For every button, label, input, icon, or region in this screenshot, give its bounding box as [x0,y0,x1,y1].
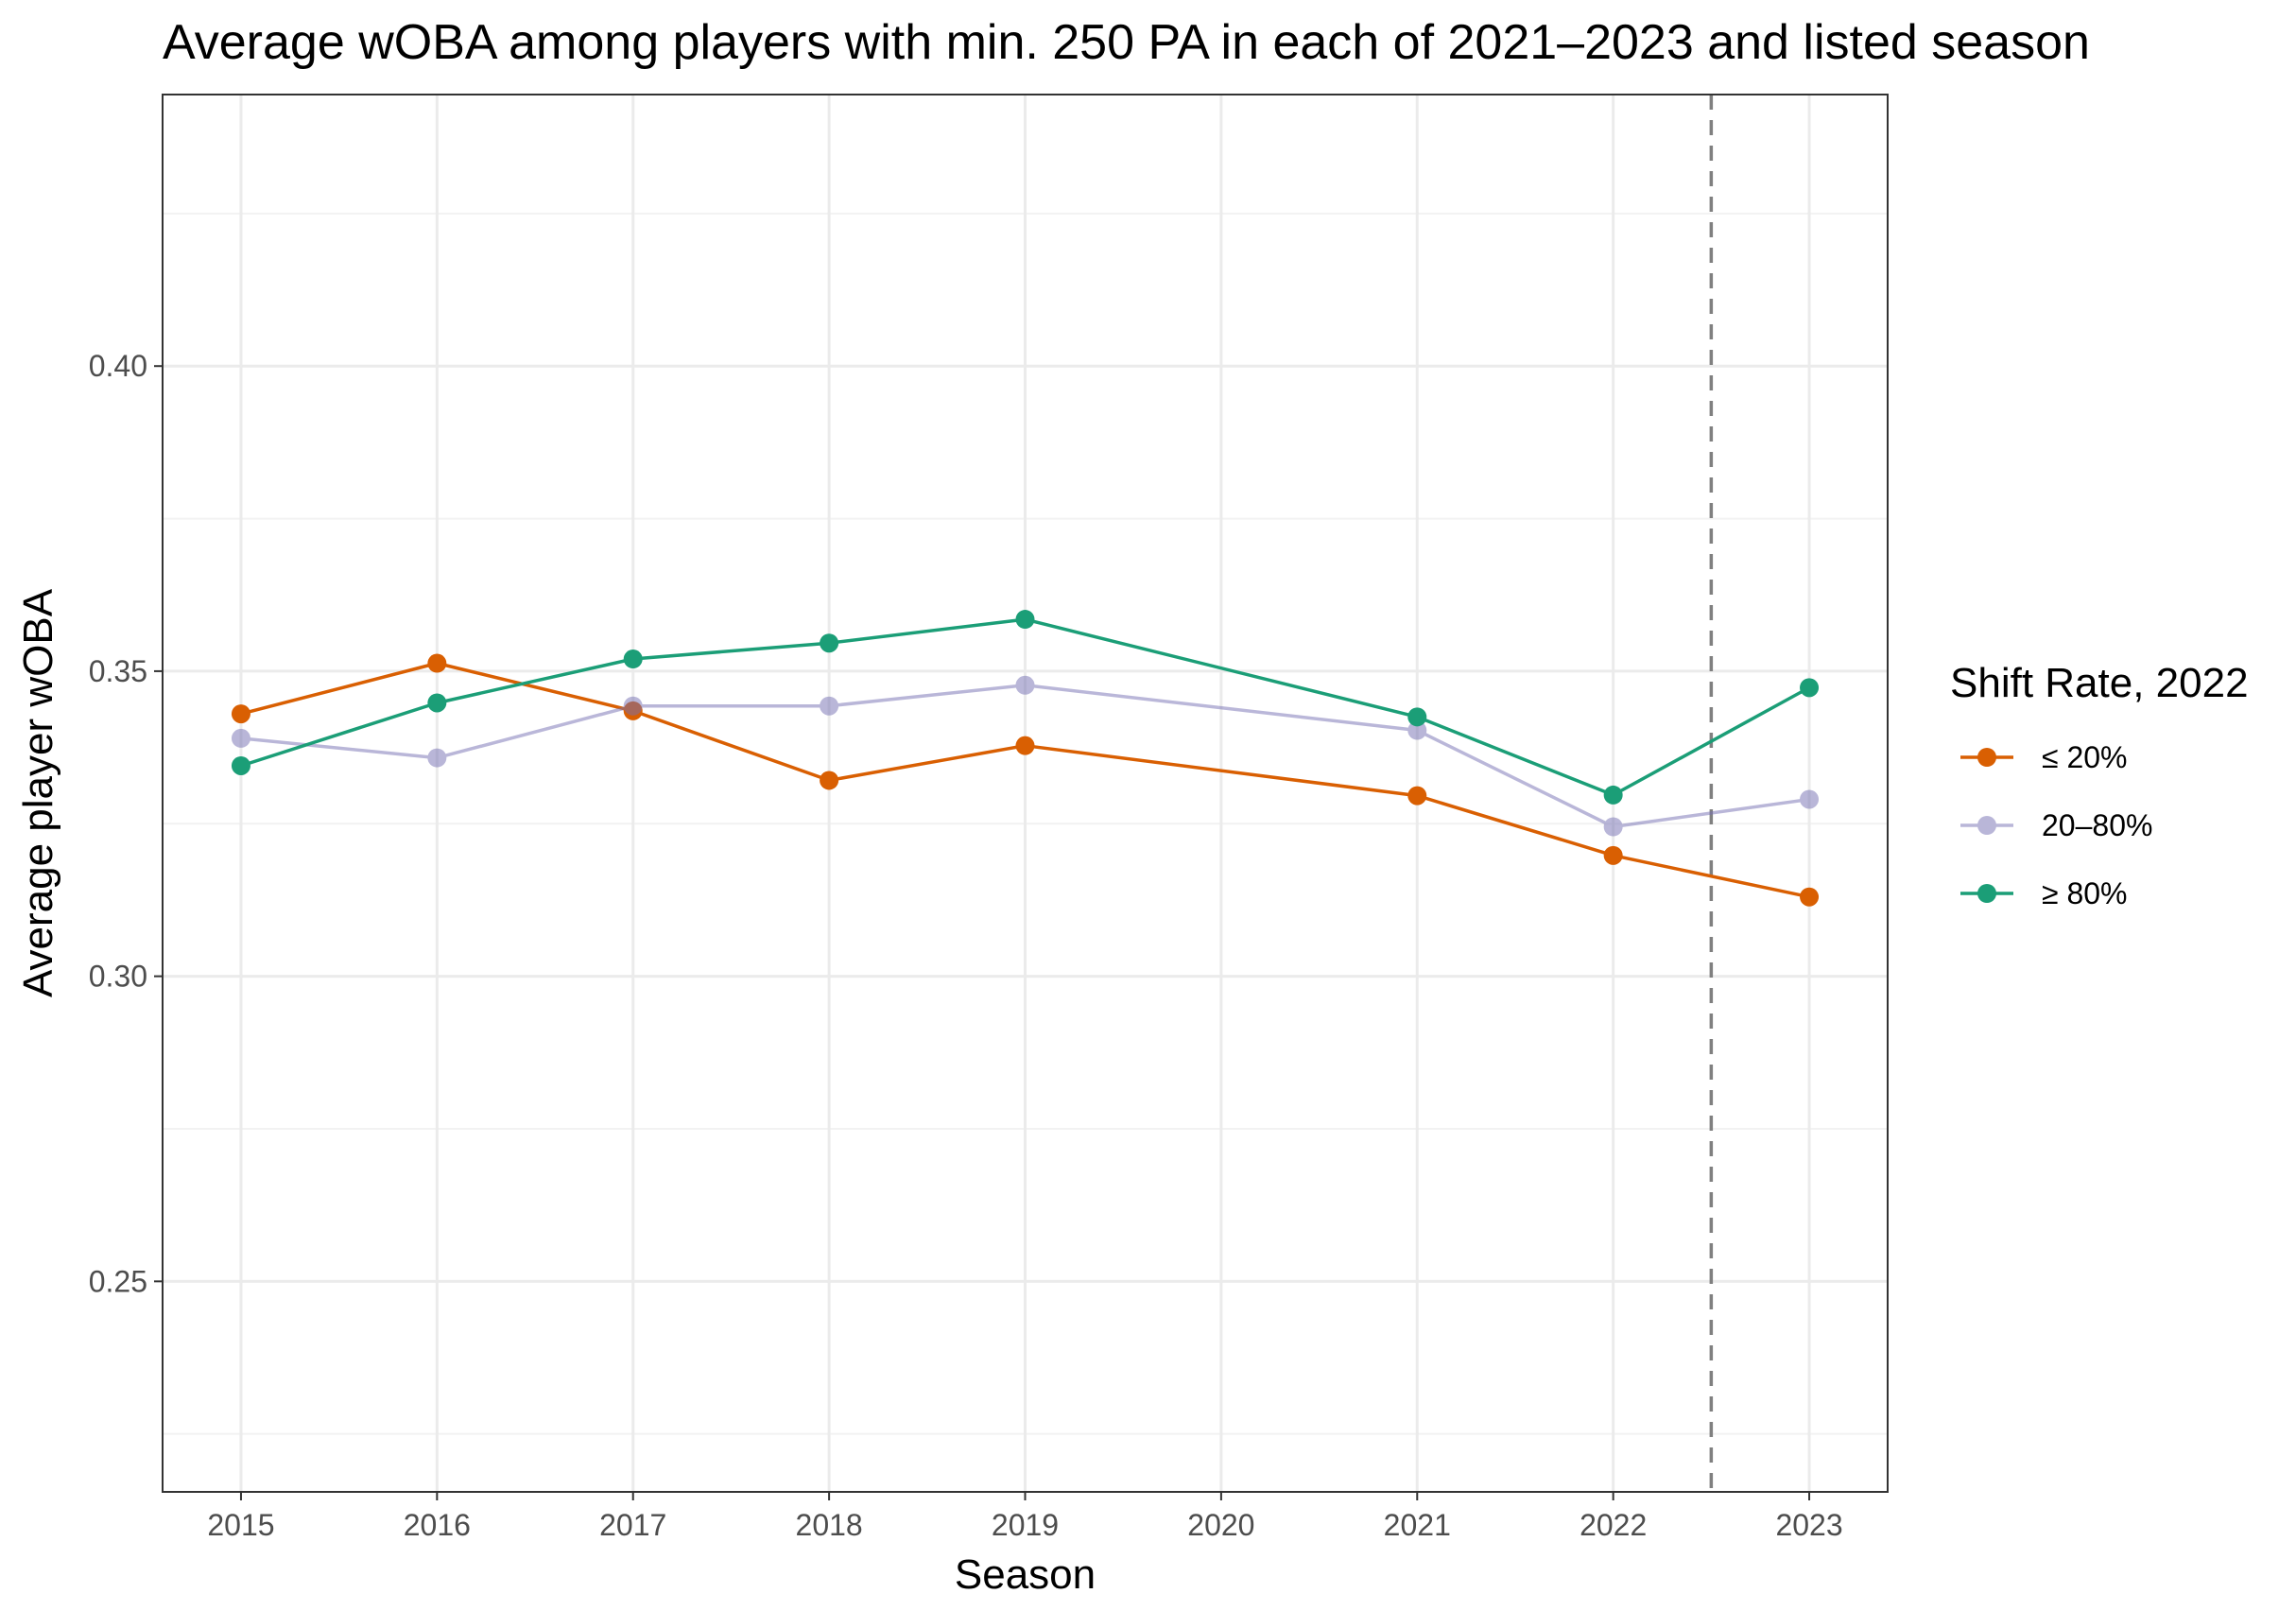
data-point [820,771,839,790]
major-gridlines [163,95,1888,1492]
series-line [240,684,1810,829]
data-point [820,633,839,653]
data-point [1800,887,1820,907]
legend-key [1960,748,2013,767]
y-tick-label: 0.30 [89,960,147,994]
series-group [231,610,1820,805]
y-axis-title: Average player wOBA [15,588,61,997]
x-tick-label: 2020 [1187,1508,1254,1542]
data-point [1800,789,1820,809]
y-axis: 0.25 0.30 0.35 0.40 [89,349,163,1298]
x-tick-label: 2021 [1384,1508,1451,1542]
x-tick-label: 2016 [404,1508,471,1542]
data-point [231,704,250,724]
y-tick-label: 0.25 [89,1264,147,1298]
data-point [1015,736,1035,755]
legend-key-point [1977,816,1996,835]
legend-label: ≥ 80% [2042,876,2128,910]
data-point [231,755,250,775]
legend-title: Shift Rate, 2022 [1950,660,2249,706]
series-layer [231,610,1820,907]
x-axis-title: Season [955,1551,1096,1598]
data-point [427,748,447,768]
x-tick-label: 2022 [1580,1508,1647,1542]
data-point [1603,817,1623,837]
series-line [240,617,1810,797]
legend-key-point [1977,884,1996,903]
data-point [623,650,643,669]
data-point [1603,845,1623,865]
data-point [820,696,839,716]
data-point [1407,707,1427,727]
legend-key [1960,816,2013,835]
data-point [427,693,447,713]
data-point [623,696,643,716]
chart-title: Average wOBA among players with min. 250… [163,15,2090,70]
data-point [1800,678,1820,698]
series-group [231,653,1820,907]
series-line [240,661,1810,899]
x-tick-label: 2015 [207,1508,274,1542]
x-tick-label: 2023 [1775,1508,1842,1542]
y-tick-label: 0.35 [89,654,147,688]
x-axis: 2015 2016 2017 2018 2019 2020 2021 2022 2023 [207,1492,1843,1542]
data-point [1603,785,1623,805]
y-tick-label: 0.40 [89,349,147,383]
x-tick-label: 2019 [992,1508,1059,1542]
data-point [1407,720,1427,740]
data-point [1015,610,1035,630]
data-point [427,653,447,673]
data-point [1015,675,1035,695]
data-point [231,728,250,748]
legend-key-point [1977,748,1996,767]
x-tick-label: 2018 [796,1508,863,1542]
legend-label: 20–80% [2042,808,2152,842]
legend-key [1960,884,2013,903]
data-point [1407,786,1427,806]
legend-label: ≤ 20% [2042,740,2128,774]
legend: Shift Rate, 2022 ≤ 20% 20–80% ≥ 80% [1950,660,2249,910]
x-tick-label: 2017 [599,1508,666,1542]
series-group [231,675,1820,837]
